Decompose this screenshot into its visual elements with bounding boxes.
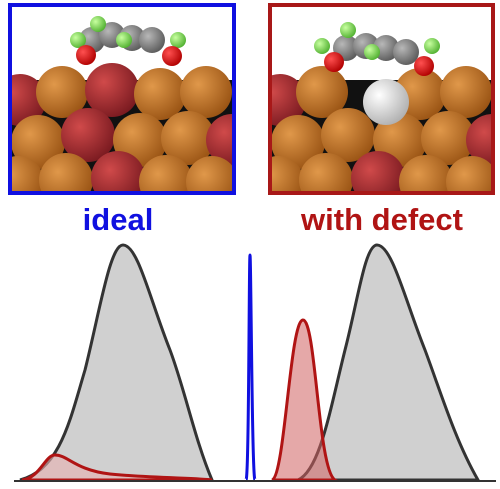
ideal-peak — [19, 243, 215, 482]
defect-peak — [297, 243, 481, 482]
ideal-label: ideal — [83, 202, 154, 237]
ideal-minor-peak — [21, 453, 213, 482]
defect-structure — [272, 22, 491, 191]
ideal-structure — [12, 16, 232, 191]
spike — [244, 253, 257, 482]
ideal-frame — [8, 3, 236, 195]
defect-label: with defect — [300, 202, 463, 237]
defect-shift-peak — [270, 318, 341, 482]
defect-frame — [268, 3, 495, 195]
